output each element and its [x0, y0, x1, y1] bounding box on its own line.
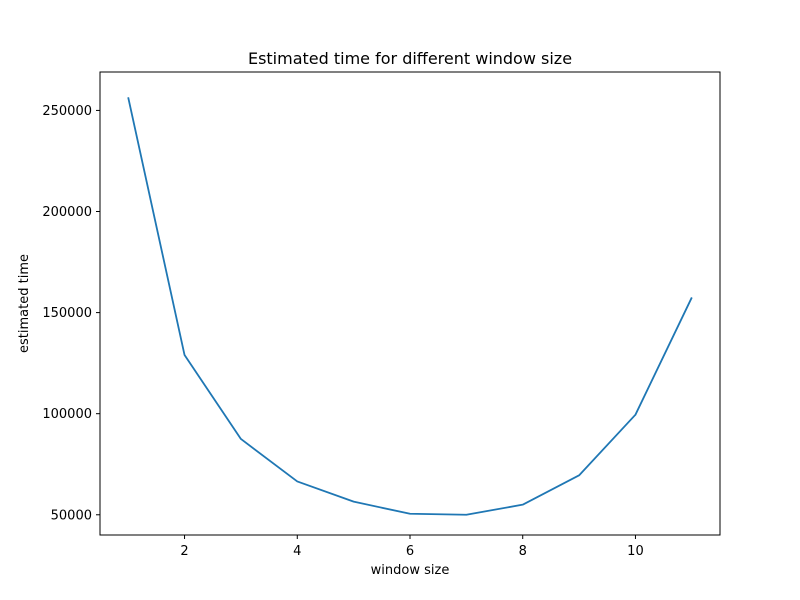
x-tick-label: 4 [293, 544, 301, 559]
x-tick-label: 6 [406, 544, 414, 559]
x-tick-label: 8 [519, 544, 527, 559]
y-axis-title: estimated time [17, 254, 32, 353]
y-tick-label: 50000 [51, 508, 92, 523]
y-tick-label: 200000 [42, 205, 92, 220]
x-tick-label: 10 [627, 544, 644, 559]
plot-frame [99, 71, 721, 536]
series-line [127, 97, 693, 516]
y-tick-label: 250000 [42, 104, 92, 119]
plot-area: 2 4 6 8 10 50000 100000 150000 200000 250000 [42, 71, 721, 559]
y-tick-label: 100000 [42, 407, 92, 422]
chart-title: Estimated time for different window size [248, 49, 572, 68]
y-tick-label: 150000 [42, 306, 92, 321]
x-tick-label: 2 [180, 544, 188, 559]
x-axis-title: window size [371, 563, 450, 578]
